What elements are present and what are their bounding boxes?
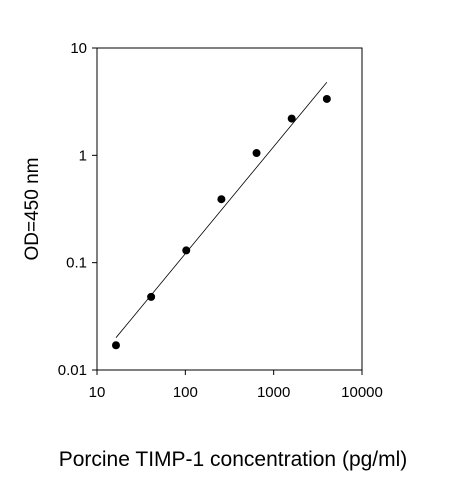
data-point <box>182 246 191 255</box>
x-axis: 10 100 1000 10000 <box>89 370 383 401</box>
y-tick-label: 0.01 <box>58 362 87 379</box>
x-tick-label: 100 <box>173 384 198 401</box>
y-tick-label: 0.1 <box>66 255 87 272</box>
data-point <box>287 114 296 123</box>
data-point <box>217 195 226 204</box>
data-point <box>322 94 331 103</box>
x-tick-label: 10000 <box>341 384 383 401</box>
y-axis-label: OD=450 nm <box>22 158 43 261</box>
fit-line <box>115 81 328 338</box>
y-axis: 0.01 0.1 1 10 <box>58 40 97 379</box>
data-point <box>252 149 261 158</box>
x-tick-label: 10 <box>89 384 106 401</box>
x-axis-label: Porcine TIMP-1 concentration (pg/ml) <box>59 448 408 471</box>
data-point <box>111 341 120 350</box>
x-tick-label: 1000 <box>257 384 290 401</box>
y-tick-label: 1 <box>79 147 87 164</box>
data-points <box>111 94 331 350</box>
plot-area <box>96 47 363 371</box>
y-tick-label: 10 <box>70 40 87 57</box>
data-point <box>147 292 156 301</box>
